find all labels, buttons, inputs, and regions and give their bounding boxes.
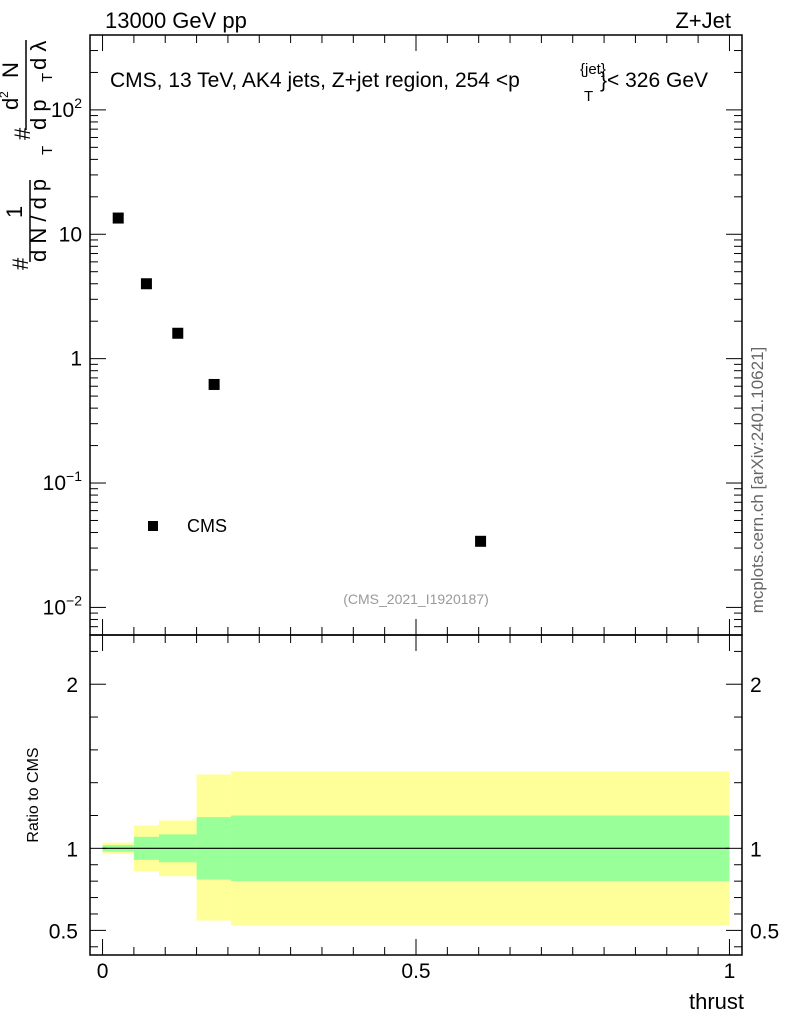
- main-title: CMS, 13 TeV, AK4 jets, Z+jet region, 254…: [110, 61, 708, 105]
- main-y-label: # 1 d N / d p T # d 2 N d p T d λ: [0, 40, 56, 270]
- main-y-tick-exponent: 2: [74, 95, 82, 111]
- ylabel-hash2: #: [10, 127, 35, 140]
- legend: CMS: [148, 516, 227, 536]
- main-y-tick-base: 10: [43, 472, 66, 495]
- ratio-axis-ticks: [90, 635, 742, 955]
- main-frame: [89, 34, 743, 636]
- header-right: Z+Jet: [675, 8, 731, 33]
- ratio-y-tick-label-right: 2: [750, 674, 762, 697]
- main-title-prefix: CMS, 13 TeV, AK4 jets, Z+jet region, 254…: [110, 69, 520, 92]
- side-label: mcplots.cern.ch [arXiv:2401.10621]: [748, 347, 767, 613]
- main-title-sup: {jet}: [580, 61, 606, 78]
- ratio-panel: 0.5 0.51 12 2 0 0.5 1 Ratio to CMS thrust: [25, 634, 779, 1014]
- legend-marker: [148, 521, 158, 531]
- main-y-tick-exponent: −1: [66, 468, 82, 484]
- ratio-y-tick-label-right: 0.5: [750, 920, 779, 943]
- main-y-tick-label: 10−2: [43, 592, 83, 619]
- ylabel-n: N: [0, 62, 23, 78]
- ratio-x-tick-labels: 0 0.5 1: [97, 960, 736, 983]
- ylabel-sub-t2: T: [39, 73, 56, 82]
- analysis-id: (CMS_2021_I1920187): [343, 591, 489, 607]
- main-data-points: [112, 212, 487, 547]
- data-point: [112, 212, 124, 224]
- ratio-y-tick-labels: 0.5 0.5 1 1 2 2: [49, 674, 779, 943]
- ratio-frame: [89, 634, 743, 956]
- ylabel-numerator-d: d: [0, 98, 23, 110]
- ratio-y-tick-label-left: 0.5: [49, 920, 78, 943]
- ylabel-sup-2: 2: [0, 91, 11, 98]
- ylabel-dpt: d p: [26, 99, 51, 130]
- ylabel-hash1: #: [8, 257, 33, 270]
- ylabel-one: 1: [2, 206, 27, 218]
- main-y-tick-base: 10: [43, 596, 66, 619]
- x-tick-label: 1: [724, 960, 736, 983]
- main-y-tick-label: 10−1: [43, 468, 83, 495]
- main-y-tick-label: 10: [59, 223, 82, 246]
- x-tick-label: 0.5: [401, 960, 430, 983]
- data-point: [208, 378, 220, 390]
- main-y-tick-label: 102: [51, 95, 82, 122]
- main-y-tick-label: 1: [70, 348, 82, 371]
- main-axis-ticks: [90, 34, 742, 636]
- data-point: [172, 327, 184, 339]
- main-title-suffix: }< 326 GeV: [600, 69, 708, 92]
- header-left: 13000 GeV pp: [105, 8, 247, 33]
- ylabel-sub-t: T: [39, 146, 56, 155]
- ylabel-dlambda: d λ: [26, 41, 51, 70]
- data-point: [475, 535, 487, 547]
- data-point: [140, 278, 152, 290]
- main-title-sub: T: [584, 88, 593, 105]
- x-axis-label: thrust: [689, 989, 744, 1014]
- ratio-y-tick-label-left: 1: [66, 838, 78, 861]
- ylabel-denominator: d N / d p: [26, 179, 51, 262]
- legend-label: CMS: [187, 516, 227, 536]
- x-tick-label: 0: [97, 960, 109, 983]
- main-y-tick-base: 10: [51, 99, 74, 122]
- main-y-tick-exponent: −2: [66, 592, 82, 608]
- ratio-y-tick-label-right: 1: [750, 838, 762, 861]
- ratio-y-label: Ratio to CMS: [25, 747, 42, 842]
- ratio-y-tick-label-left: 2: [66, 674, 78, 697]
